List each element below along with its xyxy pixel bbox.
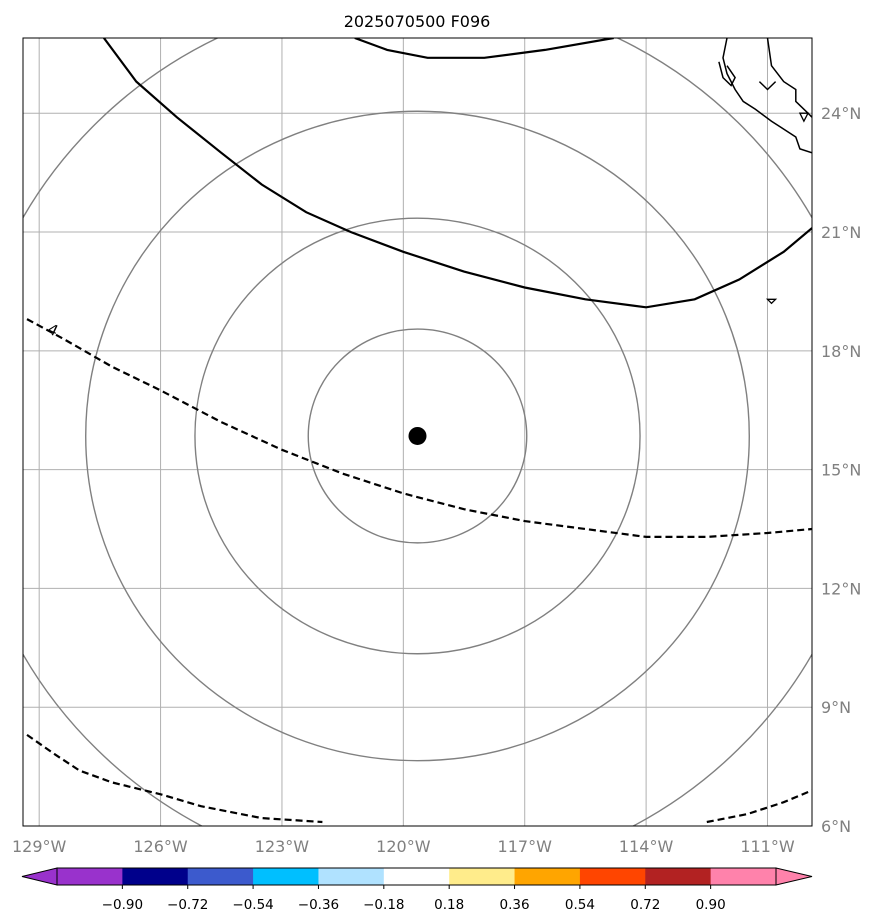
contours	[26, 38, 812, 824]
colorbar-tick-label-5: 0.18	[434, 897, 464, 913]
solid-contour-0	[103, 38, 812, 309]
coastline-segment-3	[758, 81, 777, 91]
colorbar-tick-label-2: −0.54	[232, 897, 273, 913]
dashed-contour-2	[706, 789, 812, 824]
coastline-segment-1	[722, 38, 812, 154]
range-ring-1	[307, 328, 528, 544]
colorbar-bin-7	[514, 868, 581, 885]
island-1	[798, 112, 810, 123]
lon-tick-label-1: 126°W	[133, 837, 188, 856]
lon-tick-label-5: 114°W	[619, 837, 674, 856]
colorbar-frame	[56, 867, 777, 886]
lon-tick-label-2: 123°W	[255, 837, 310, 856]
colorbar-tick-label-8: 0.72	[630, 897, 660, 913]
range-ring-4	[23, 38, 812, 826]
map-title: 2025070500 F096	[344, 12, 491, 31]
lon-tick-label-3: 120°W	[376, 837, 431, 856]
range-rings	[23, 38, 812, 826]
range-ring-3	[85, 110, 750, 762]
graticule	[23, 38, 812, 826]
solid-contour-1	[354, 38, 614, 59]
colorbar-tick-label-9: 0.90	[696, 897, 726, 913]
colorbar-bin-5	[383, 868, 450, 885]
colorbar-bin-3	[253, 868, 319, 885]
colorbar-bin-0	[57, 868, 123, 885]
lon-tick-label-0: 129°W	[12, 837, 67, 856]
colorbar-bin-1	[122, 868, 189, 885]
storm-center-marker	[408, 426, 427, 445]
colorbar-bin-6	[449, 868, 516, 885]
colorbar-tick-label-0: −0.90	[102, 897, 143, 913]
coastline	[718, 38, 812, 305]
lat-tick-label-6: 6°N	[821, 817, 851, 836]
lat-tick-label-3: 15°N	[821, 461, 861, 480]
colorbar-tick-label-3: −0.36	[298, 897, 339, 913]
colorbar-tick-label-1: −0.72	[167, 897, 208, 913]
colorbar-extend-low	[21, 867, 58, 886]
colorbar-tick-label-7: 0.54	[565, 897, 595, 913]
lon-tick-label-6: 111°W	[740, 837, 795, 856]
colorbar-tick-label-6: 0.36	[500, 897, 530, 913]
colorbar-bin-4	[318, 868, 385, 885]
colorbar-tick-label-4: −0.18	[363, 897, 404, 913]
lat-tick-label-2: 18°N	[821, 342, 861, 361]
range-ring-2	[194, 217, 641, 655]
island-0	[765, 298, 778, 305]
colorbar-bin-9	[645, 868, 712, 885]
lat-tick-label-4: 12°N	[821, 579, 861, 598]
dashed-contour-1	[26, 733, 323, 824]
colorbar-extend-high	[775, 867, 813, 886]
dashed-contour-0	[26, 318, 812, 538]
lat-tick-label-1: 21°N	[821, 223, 861, 242]
colorbar: −0.90 −0.72 −0.54 −0.36 −0.18 0.18 0.36 0.54 0.7…	[21, 867, 813, 913]
colorbar-bin-10	[710, 868, 777, 885]
colorbar-bin-8	[579, 868, 646, 885]
lat-tick-label-5: 9°N	[821, 698, 851, 717]
lat-tick-label-0: 24°N	[821, 104, 861, 123]
lon-tick-label-4: 117°W	[498, 837, 553, 856]
colorbar-bin-2	[187, 868, 254, 885]
longitude-labels: 129°W 126°W 123°W 120°W 117°W 114°W 111°W	[12, 837, 795, 856]
latitude-labels: 24°N 21°N 18°N 15°N 12°N 9°N 6°N	[821, 104, 861, 836]
coastline-segment-0	[766, 38, 812, 118]
coastline-segment-2	[718, 61, 736, 87]
map-frame	[22, 37, 813, 827]
